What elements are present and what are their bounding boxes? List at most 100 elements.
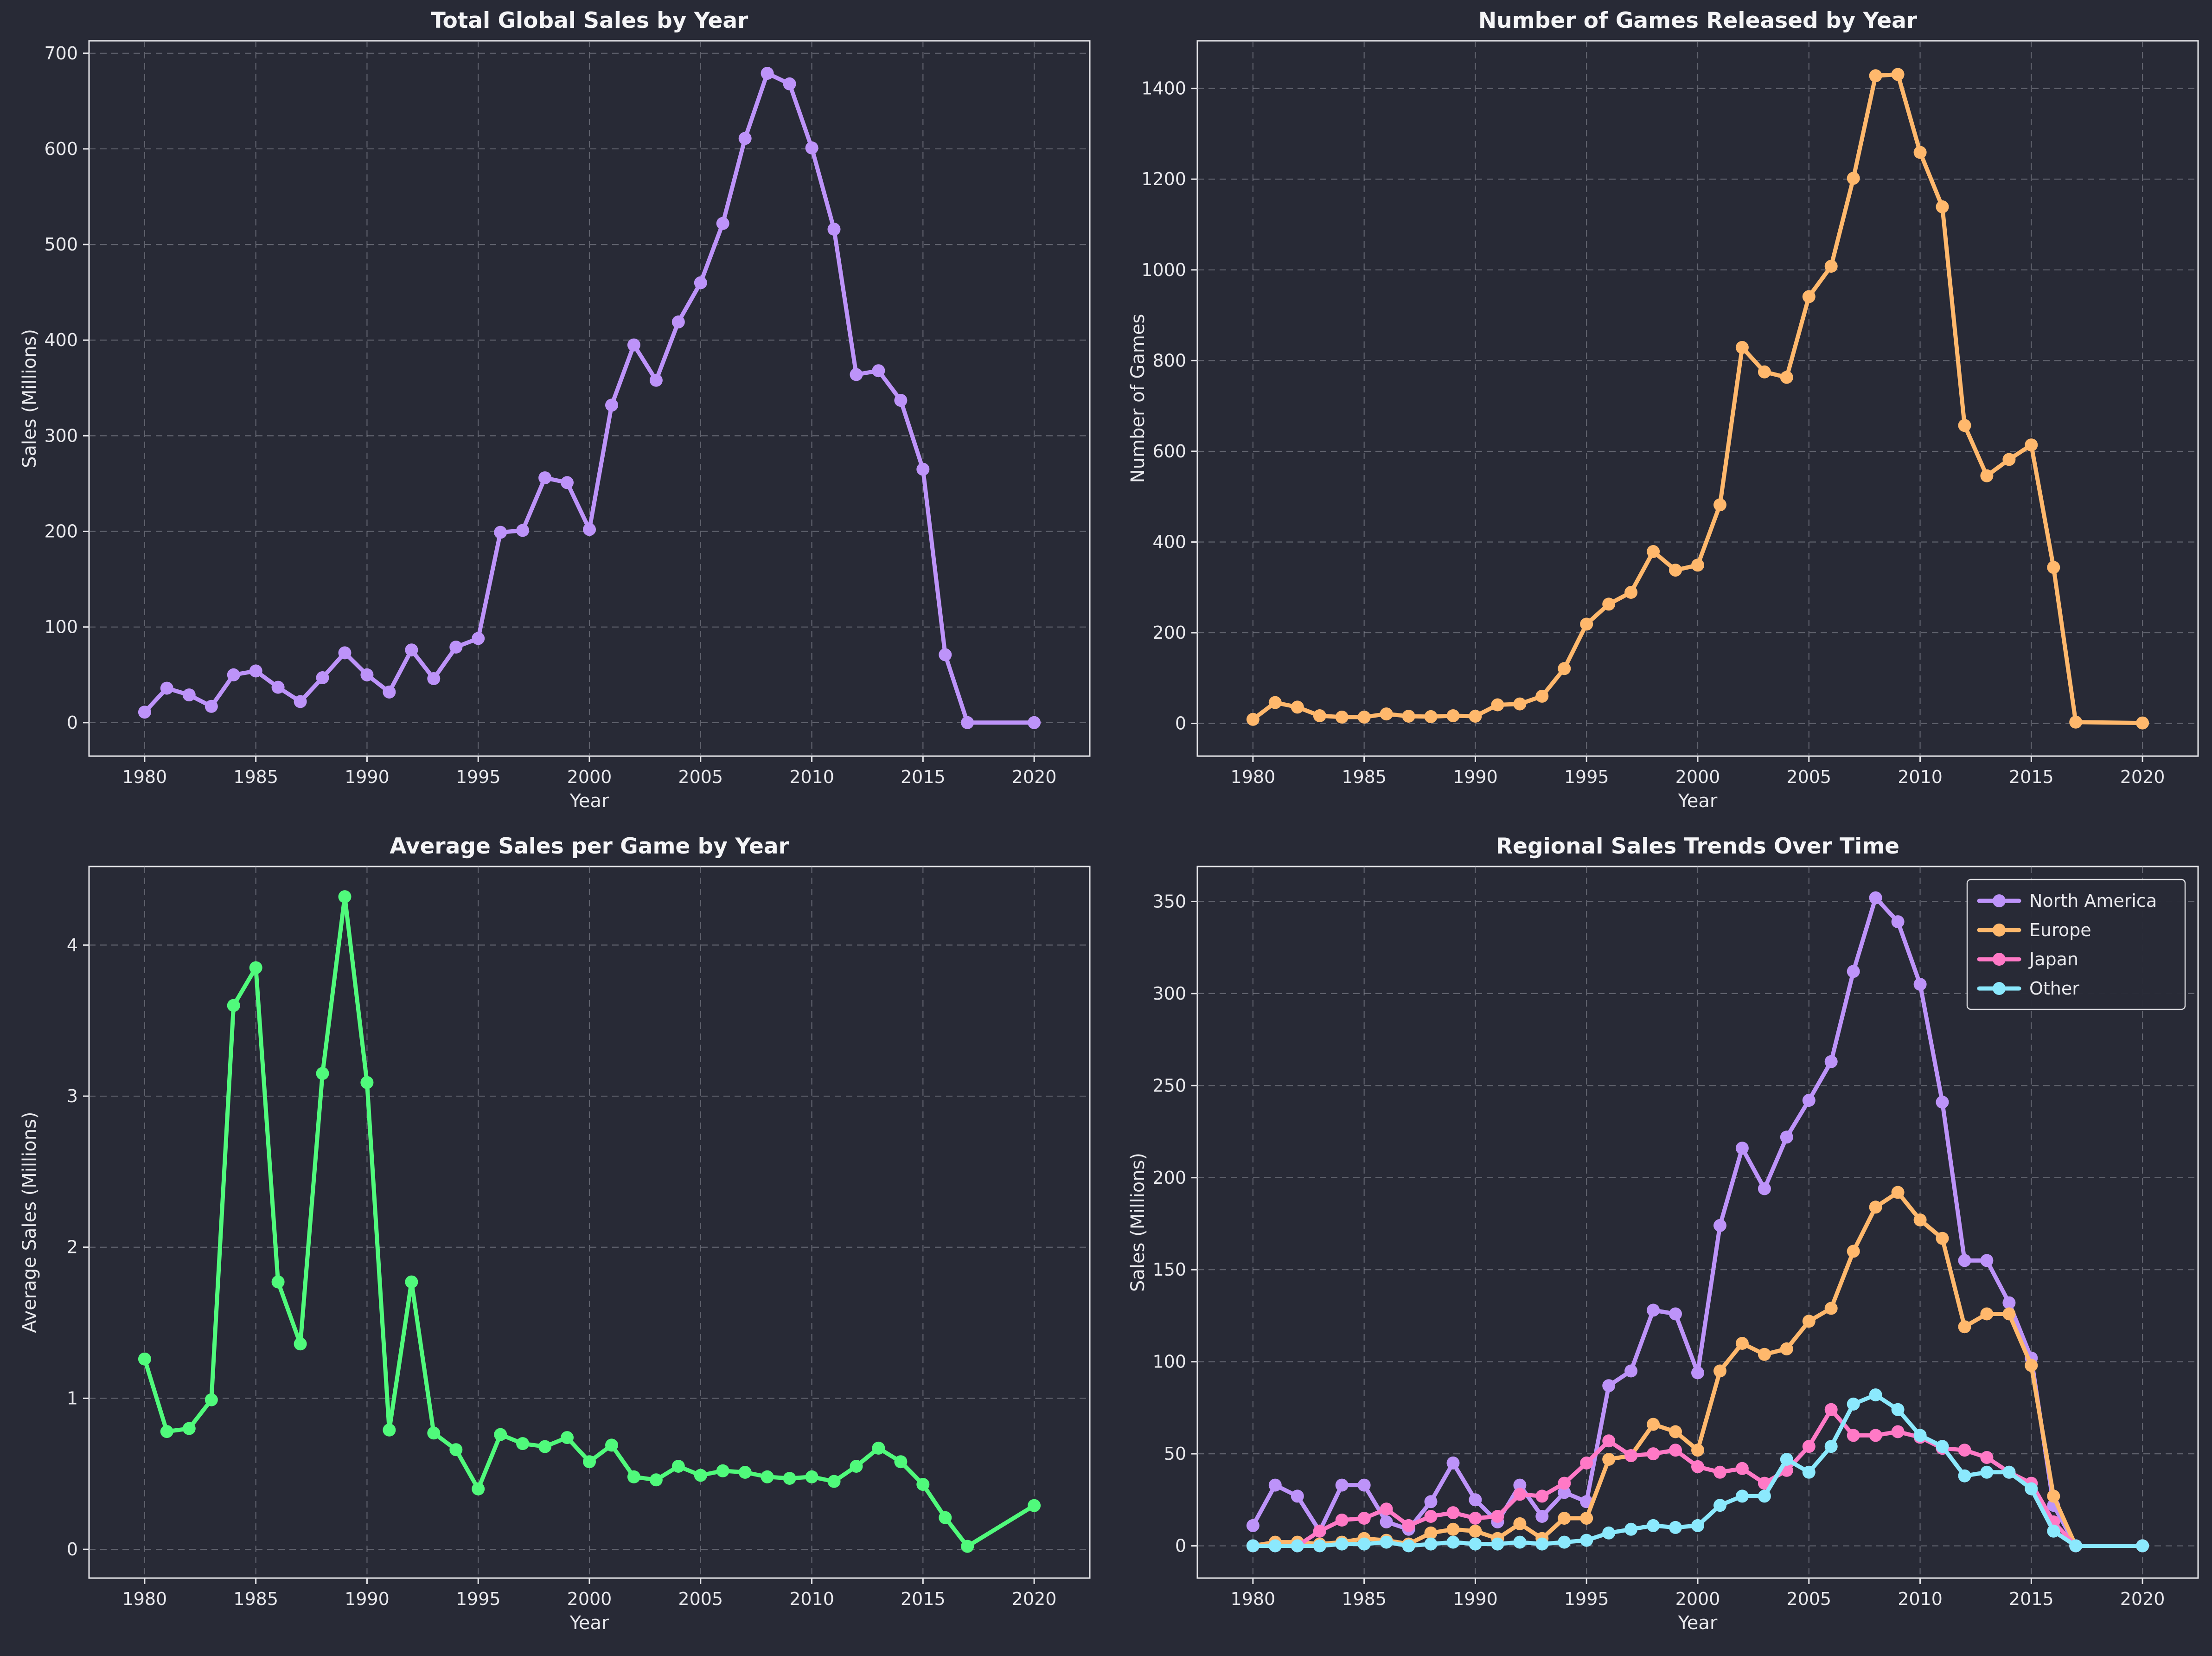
data-point <box>716 1464 729 1477</box>
data-point <box>1268 1539 1282 1553</box>
data-point <box>1758 1182 1771 1195</box>
legend-box <box>1966 879 2186 1010</box>
y-axis-label: Average Sales (Millions) <box>19 1112 40 1333</box>
x-tick-label: 2015 <box>901 1589 946 1609</box>
data-point <box>561 476 574 489</box>
x-tick-label: 2005 <box>678 1589 723 1609</box>
data-point <box>1313 1539 1326 1553</box>
data-point <box>1824 1055 1838 1068</box>
y-tick-label: 300 <box>44 425 78 446</box>
data-point <box>1380 707 1393 721</box>
data-point <box>1980 1254 1994 1267</box>
data-point <box>1558 1535 1571 1549</box>
data-point <box>1713 1499 1726 1512</box>
data-point <box>2002 453 2016 466</box>
data-point <box>1535 1489 1549 1503</box>
data-point <box>1780 371 1793 384</box>
x-tick-label: 1985 <box>233 1589 278 1609</box>
data-point <box>138 706 151 719</box>
data-point <box>1446 1522 1460 1536</box>
chart-title: Total Global Sales by Year <box>431 8 748 33</box>
regional-sales-chart: 1980 1985 1990 1995 2000 2005 2010 2015 2020 0 50 1… <box>1127 834 2199 1634</box>
data-point <box>1980 1307 1994 1321</box>
data-point <box>605 398 618 412</box>
legend-marker <box>1993 894 2006 907</box>
x-tick-label: 2010 <box>1898 767 1943 787</box>
data-point <box>1847 1397 1860 1411</box>
data-point <box>1735 1462 1749 1475</box>
x-tick-label: 1980 <box>1231 767 1276 787</box>
data-point <box>1268 1478 1282 1492</box>
x-tick-label: 1980 <box>1231 1589 1276 1609</box>
data-point <box>1424 710 1438 723</box>
chart-title: Average Sales per Game by Year <box>390 834 789 859</box>
y-tick-label: 4 <box>67 935 78 955</box>
data-point <box>1980 469 1994 482</box>
data-point <box>1758 365 1771 379</box>
x-tick-label: 2010 <box>1898 1589 1943 1609</box>
data-point <box>1624 1449 1638 1463</box>
x-tick-label: 2020 <box>2120 767 2165 787</box>
x-axis-label: Year <box>569 790 609 812</box>
data-point <box>1424 1526 1438 1540</box>
data-point <box>227 999 240 1012</box>
data-point <box>1313 709 1326 722</box>
data-point <box>1913 1429 1927 1442</box>
x-tick-label: 1995 <box>456 767 501 787</box>
series-3 <box>1246 1388 2149 1553</box>
data-point <box>1758 1348 1771 1361</box>
data-point <box>1446 1535 1460 1549</box>
data-point <box>405 643 418 657</box>
y-tick-label: 500 <box>44 234 78 255</box>
data-point <box>561 1431 574 1444</box>
data-point <box>1780 1342 1793 1355</box>
data-point <box>2025 1359 2038 1372</box>
x-tick-label: 2005 <box>1786 1589 1831 1609</box>
data-point <box>1691 1460 1704 1473</box>
data-point <box>294 695 307 708</box>
data-point <box>1735 1142 1749 1155</box>
data-point <box>1469 1537 1482 1551</box>
data-point <box>894 394 908 407</box>
data-point <box>538 471 552 485</box>
legend-label: North America <box>2029 891 2157 911</box>
data-point <box>360 668 374 681</box>
x-tick-label: 1995 <box>1564 1589 1609 1609</box>
x-tick-label: 1990 <box>1453 1589 1498 1609</box>
y-tick-label: 350 <box>1152 891 1186 911</box>
data-point <box>1913 978 1927 991</box>
data-point <box>227 668 240 681</box>
x-tick-label: 2020 <box>1012 767 1057 787</box>
data-point <box>827 223 841 236</box>
y-tick-label: 1200 <box>1141 169 1186 189</box>
data-point <box>138 1352 151 1366</box>
data-point <box>2136 716 2149 730</box>
data-point <box>1669 1521 1682 1534</box>
data-point <box>872 364 885 378</box>
data-point <box>338 646 352 660</box>
data-point <box>1802 290 1816 303</box>
data-point <box>1469 710 1482 723</box>
y-tick-label: 0 <box>67 712 78 733</box>
data-point <box>916 1478 930 1491</box>
data-point <box>294 1337 307 1351</box>
data-point <box>1647 1303 1660 1317</box>
data-point <box>494 1428 507 1441</box>
data-point <box>1936 1440 1949 1453</box>
data-point <box>1891 68 1905 81</box>
data-point <box>1824 1302 1838 1315</box>
data-point <box>1246 1539 1259 1553</box>
data-point <box>1602 1379 1616 1393</box>
y-tick-label: 0 <box>1175 713 1186 734</box>
y-tick-label: 0 <box>67 1539 78 1560</box>
data-point <box>160 1425 173 1438</box>
data-point <box>1824 1440 1838 1453</box>
data-point <box>583 523 596 536</box>
series-0 <box>1246 68 2149 730</box>
data-point <box>338 890 352 904</box>
data-point <box>1028 1499 1041 1512</box>
x-tick-label: 1985 <box>1342 1589 1387 1609</box>
data-point <box>1647 1418 1660 1431</box>
data-point <box>1647 1447 1660 1461</box>
data-point <box>783 77 796 90</box>
